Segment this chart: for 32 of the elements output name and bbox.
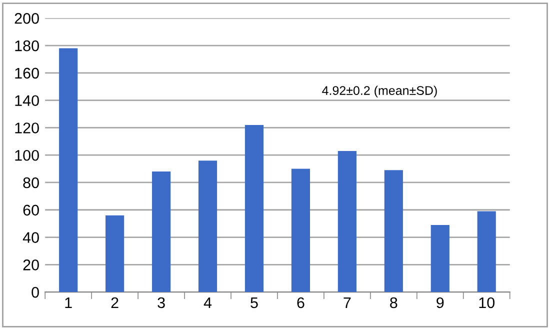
bar bbox=[477, 211, 496, 292]
y-tick-label: 180 bbox=[15, 40, 39, 52]
bar bbox=[338, 150, 356, 292]
x-tick-label: 8 bbox=[390, 297, 398, 308]
x-tick-label: 5 bbox=[250, 297, 258, 308]
bar bbox=[59, 48, 78, 292]
y-tick-label: 0 bbox=[32, 286, 39, 298]
y-tick-label: 140 bbox=[15, 95, 39, 106]
x-tick-label: 3 bbox=[158, 297, 165, 308]
y-tick-label: 200 bbox=[14, 13, 39, 24]
y-tick-label: 100 bbox=[15, 150, 39, 161]
x-tick-label: 9 bbox=[436, 297, 444, 308]
bar bbox=[152, 172, 171, 292]
x-tick-label: 6 bbox=[297, 297, 304, 308]
bar bbox=[291, 168, 310, 292]
x-tick-label: 10 bbox=[479, 297, 495, 308]
y-tick-label: 60 bbox=[23, 204, 39, 216]
y-tick-label: 80 bbox=[23, 177, 39, 188]
x-tick-label: 4 bbox=[204, 297, 212, 308]
y-tick-label: 160 bbox=[15, 68, 39, 79]
bar bbox=[430, 224, 450, 292]
y-tick-label: 120 bbox=[15, 122, 39, 134]
y-tick-label: 40 bbox=[22, 232, 39, 243]
y-tick-label: 20 bbox=[23, 260, 39, 270]
x-tick-label: 2 bbox=[111, 297, 118, 308]
bar bbox=[244, 124, 264, 292]
bar bbox=[106, 215, 124, 292]
annotation: 4.92±0.2 (mean±SD) bbox=[322, 86, 437, 98]
bar bbox=[198, 160, 218, 292]
x-tick-label: 1 bbox=[65, 297, 72, 308]
x-tick-label: 7 bbox=[344, 297, 351, 308]
bar bbox=[384, 170, 403, 292]
